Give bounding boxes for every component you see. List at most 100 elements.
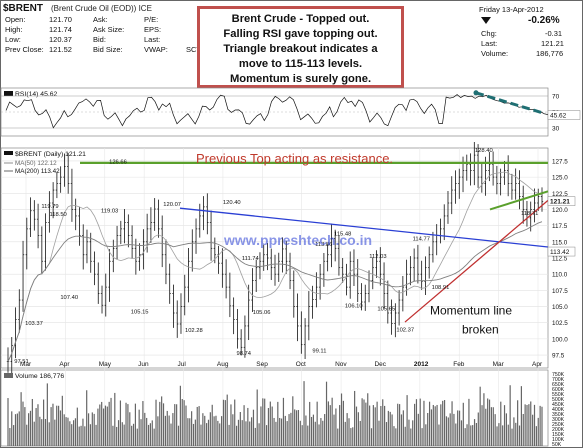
price-label-102.28: 102.28: [185, 328, 203, 334]
price-label-120.40: 120.40: [223, 200, 241, 206]
month-label-2012: 2012: [414, 361, 429, 368]
ma50-legend-label: MA(50) 122.12: [15, 160, 57, 167]
triangle-upper-line: [179, 207, 549, 248]
analysis-callout-box: Brent Crude - Topped out. Falling RSI ga…: [197, 6, 404, 88]
price-tick: 122.5: [552, 191, 568, 198]
volume-tick-700K: 700K: [552, 377, 565, 383]
last-label: Last:: [481, 39, 498, 48]
price-label-119.79: 119.79: [41, 204, 58, 210]
quote-bidsize-label: Bid Size:: [93, 45, 123, 54]
quote-asksize-label: Ask Size:: [93, 25, 125, 34]
site-watermark: www.ppreshtech.co.in: [223, 232, 372, 248]
quote-eps-label: EPS:: [144, 25, 162, 34]
rsi-legend-label: RSI(14) 45.62: [15, 91, 58, 98]
price-panel-border: [0, 147, 549, 369]
volume-label: Volume:: [481, 49, 509, 58]
price-label-107.40: 107.40: [60, 295, 78, 301]
price-label-115.48: 115.48: [334, 232, 351, 238]
price-label-119.03: 119.03: [101, 209, 118, 215]
price-tick: 97.5: [552, 353, 565, 360]
price-label-112.03: 112.03: [369, 254, 386, 260]
price-tick: 112.5: [552, 256, 568, 263]
quote-vwap-label: VWAP:: [144, 45, 168, 54]
volume-tick-600K: 600K: [552, 387, 565, 393]
rsi-tick-70: 70: [552, 94, 560, 101]
month-label-Jun: Jun: [138, 361, 149, 368]
ma200-badge: [547, 246, 576, 257]
volume-value: 186,776: [536, 49, 564, 58]
month-label-Mar: Mar: [20, 361, 32, 368]
month-label-Apr: Apr: [532, 361, 543, 368]
quote-ask-label: Ask:: [93, 15, 108, 24]
month-label-Sep: Sep: [256, 361, 268, 368]
rsi-panel-border: [0, 87, 549, 137]
callout-line-3: Triangle breakout indicates a: [223, 43, 378, 55]
price-tick: 127.5: [552, 158, 568, 165]
month-label-Nov: Nov: [335, 361, 347, 368]
volume-tick-50K: 50K: [552, 442, 562, 448]
short-green-line: [489, 190, 549, 211]
volume-tick-450K: 450K: [552, 402, 565, 408]
price-label-118.50: 118.50: [49, 212, 66, 218]
momentum-annotation-1: Momentum line: [430, 303, 512, 317]
volume-panel-border: [0, 369, 549, 447]
volume-tick-250K: 250K: [552, 422, 565, 428]
callout-line-5: Momentum is surely gone.: [229, 73, 372, 85]
price-label-105.15: 105.15: [131, 310, 149, 316]
momentum-annotation-2: broken: [462, 323, 499, 337]
price-tick: 120.0: [552, 207, 568, 214]
price-label-97.51: 97.51: [14, 359, 29, 365]
rsi-line: [5, 94, 549, 129]
price-tick: 125.0: [552, 175, 568, 182]
change-percent: -0.26%: [528, 15, 560, 26]
ticker-symbol: $BRENT: [3, 3, 44, 14]
volume-tick-350K: 350K: [552, 412, 565, 418]
price-tick: 115.0: [552, 239, 568, 246]
month-label-Apr: Apr: [59, 361, 70, 368]
month-label-Aug: Aug: [217, 361, 229, 368]
rsi-trendline: [475, 91, 546, 116]
price-label-98.74: 98.74: [236, 351, 251, 357]
last-value: 121.21: [541, 39, 564, 48]
price-tick: 110.0: [552, 272, 568, 279]
resistance-annotation: Previous Top acting as resistance.: [196, 151, 393, 166]
month-label-May: May: [99, 361, 112, 368]
down-arrow-icon: [481, 17, 491, 27]
price-label-114.77: 114.77: [413, 236, 430, 242]
rsi-tick-30: 30: [552, 126, 560, 133]
price-label-105.65: 105.65: [377, 306, 395, 312]
quote-last-label: Last:: [144, 35, 161, 44]
last-price-value: 121.21: [550, 199, 570, 206]
quote-open-value: 121.70: [49, 15, 72, 24]
volume-legend-label: Volume 186,776: [15, 373, 64, 380]
quote-open-label: Open:: [5, 15, 26, 24]
price-label-113.86: 113.86: [315, 242, 332, 248]
ma200-legend-label: MA(200) 113.42: [15, 168, 60, 175]
chg-value: -0.31: [545, 29, 563, 38]
volume-tick-550K: 550K: [552, 392, 565, 398]
quote-bid-label: Bid:: [93, 35, 106, 44]
ma200-line: [7, 221, 543, 362]
instrument-name: (Brent Crude Oil (EOD)) ICE: [51, 4, 152, 13]
volume-tick-750K: 750K: [552, 372, 565, 378]
callout-line-4: move to 115-113 levels.: [238, 58, 363, 70]
price-label-99.11: 99.11: [312, 349, 326, 355]
price-label-106.10: 106.10: [345, 303, 363, 309]
ma50-line: [7, 171, 543, 362]
quote-high-label: High:: [5, 25, 23, 34]
volume-tick-200K: 200K: [552, 427, 565, 433]
callout-line-1: Brent Crude - Topped out.: [231, 13, 370, 25]
price-label-103.37: 103.37: [25, 321, 43, 327]
price-label-128.40: 128.40: [475, 148, 493, 154]
price-tick: 105.0: [552, 304, 568, 311]
volume-tick-400K: 400K: [552, 407, 565, 413]
price-legend-swatch: [4, 151, 13, 155]
price-tick: 102.5: [552, 320, 568, 327]
month-label-Oct: Oct: [296, 361, 306, 368]
price-label-118.71: 118.71: [521, 211, 538, 217]
quote-prevclose-value: 121.52: [49, 45, 72, 54]
price-label-102.37: 102.37: [396, 328, 414, 334]
quote-prevclose-label: Prev Close:: [5, 45, 44, 54]
price-tick: 117.5: [552, 223, 568, 230]
